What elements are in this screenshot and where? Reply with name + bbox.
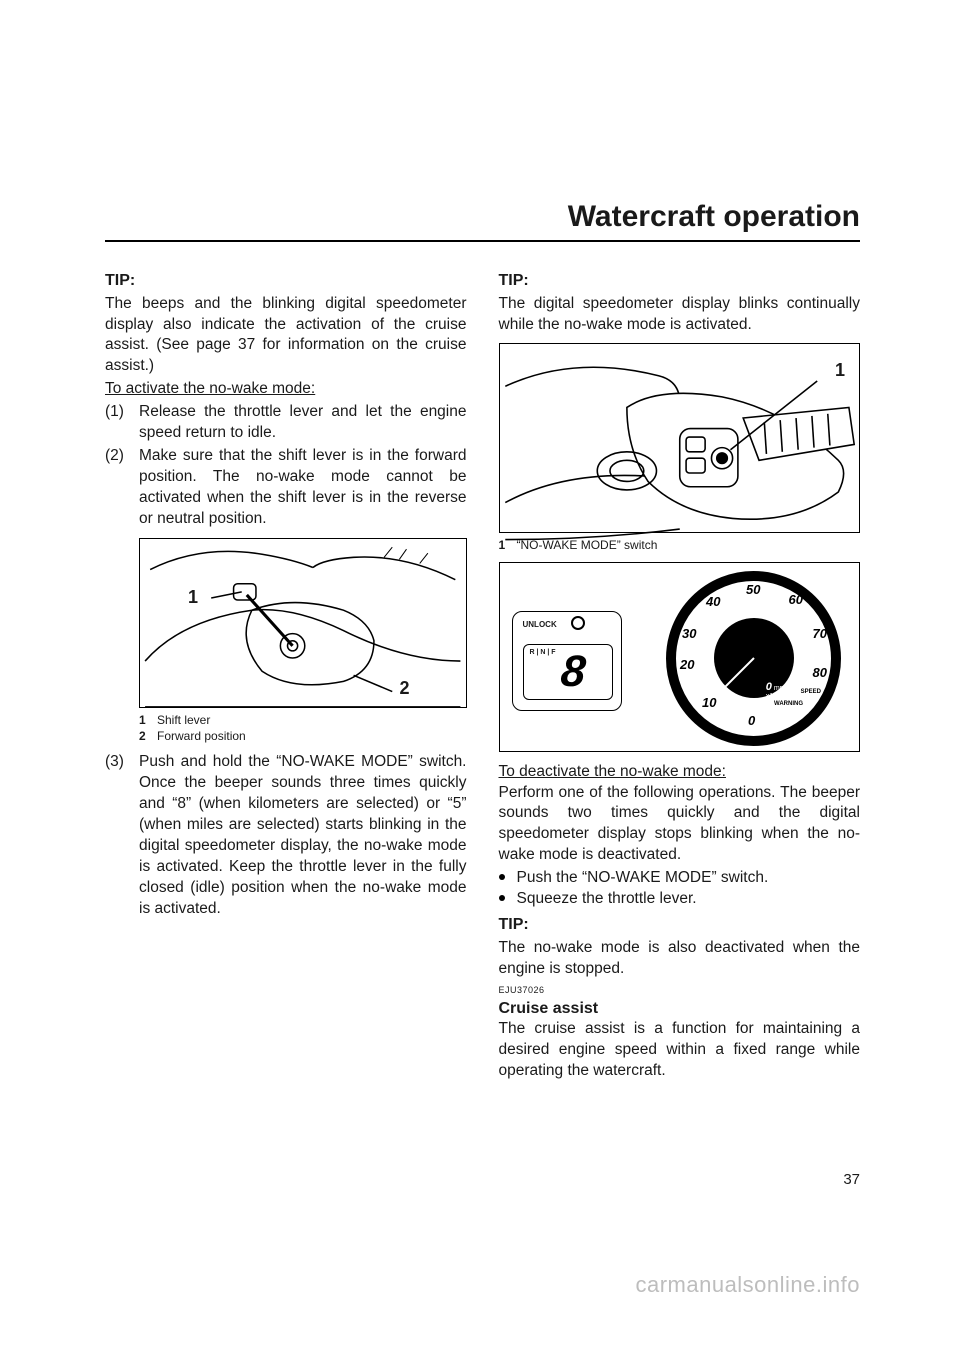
gauge-num-40: 40 [706,593,720,611]
gauge-rpm-label: RPM [774,718,787,726]
bullet-icon [499,868,509,889]
analog-gauge: 0 10 20 30 40 50 60 70 80 WARNING SPEED … [666,571,841,746]
lcd-panel: UNLOCK R | N | F 8 [512,611,622,711]
watermark: carmanualsonline.info [635,1272,860,1298]
manual-page: Watercraft operation TIP: The beeps and … [0,0,960,1358]
gauge-speed-label: SPEED [801,688,821,696]
gauge-x100rpm-label: x100rpm [766,693,793,700]
cruise-assist-heading: Cruise assist [499,998,861,1020]
step-number: (2) [105,446,139,530]
figure-speedometer: UNLOCK R | N | F 8 0 10 20 30 40 [499,562,861,752]
unlock-indicator-icon [571,616,585,630]
step-text: Release the throttle lever and let the e… [139,402,467,444]
bullet-icon [499,889,509,910]
figure-callout-2: 2 [399,676,409,700]
tip-body: The digital speedometer display blinks c… [499,294,861,336]
figure-callout-1: 1 [835,358,845,382]
gauge-num-70: 70 [813,625,827,643]
tip-body: The beeps and the blinking digital speed… [105,294,467,378]
tip-body: The no-wake mode is also deactivated whe… [499,938,861,980]
step-number: (1) [105,402,139,444]
legend-row: 2 Forward position [139,728,467,744]
deactivate-body: Perform one of the following operations.… [499,783,861,867]
gauge-num-0: 0 [748,712,755,730]
two-column-layout: TIP: The beeps and the blinking digital … [105,266,860,1082]
gauge-lkm-label: L/KM [720,718,735,726]
step-1: (1) Release the throttle lever and let t… [105,402,467,444]
reference-code: EJU37026 [499,984,861,996]
gauge-num-50: 50 [746,581,760,599]
no-wake-switch-illustration [500,344,859,545]
speed-digit: 8 [559,642,589,701]
tip-heading: TIP: [105,270,467,292]
right-column: TIP: The digital speedometer display bli… [499,266,861,1082]
step-text: Push and hold the “NO-WAKE MODE” switch.… [139,752,467,919]
gauge-mph-label: mph [774,685,788,692]
gauge-units: 0 mph x100rpm [766,682,793,700]
gauge-zero-sub: 0 [766,681,772,693]
tip-heading: TIP: [499,270,861,292]
legend-num: 2 [139,728,151,744]
legend-num: 1 [139,712,151,728]
step-2: (2) Make sure that the shift lever is in… [105,446,467,530]
gauge-num-30: 30 [682,625,696,643]
legend-text: Shift lever [157,712,210,728]
bullet-list: Push the “NO-WAKE MODE” switch. Squeeze … [499,868,861,910]
shift-indicator: R | N | F [530,649,556,656]
left-column: TIP: The beeps and the blinking digital … [105,266,467,1082]
bullet-text: Squeeze the throttle lever. [517,889,697,910]
legend-text: Forward position [157,728,246,744]
unlock-label: UNLOCK [523,620,557,631]
activate-heading: To activate the no-wake mode: [105,379,467,400]
figure-shift-lever: 1 2 [139,538,467,708]
gauge-num-60: 60 [789,591,803,609]
section-title: Watercraft operation [105,200,860,242]
gauge-num-80: 80 [813,664,827,682]
step-text: Make sure that the shift lever is in the… [139,446,467,530]
figure-legend: 1 Shift lever 2 Forward position [139,712,467,744]
gauge-num-20: 20 [680,656,694,674]
cruise-assist-body: The cruise assist is a function for main… [499,1019,861,1082]
bullet-item: Squeeze the throttle lever. [499,889,861,910]
figure-callout-1: 1 [188,585,198,609]
page-number: 37 [843,1171,860,1188]
shift-lever-illustration [140,539,466,712]
tip-heading: TIP: [499,914,861,936]
bullet-text: Push the “NO-WAKE MODE” switch. [517,868,769,889]
deactivate-heading: To deactivate the no-wake mode: [499,762,861,783]
gauge-num-10: 10 [702,694,716,712]
gauge-warning-label: WARNING [774,700,803,708]
step-number: (3) [105,752,139,919]
figure-no-wake-switch: 1 [499,343,861,533]
digit-box: R | N | F 8 [523,644,613,700]
step-3: (3) Push and hold the “NO-WAKE MODE” swi… [105,752,467,919]
bullet-item: Push the “NO-WAKE MODE” switch. [499,868,861,889]
legend-row: 1 Shift lever [139,712,467,728]
